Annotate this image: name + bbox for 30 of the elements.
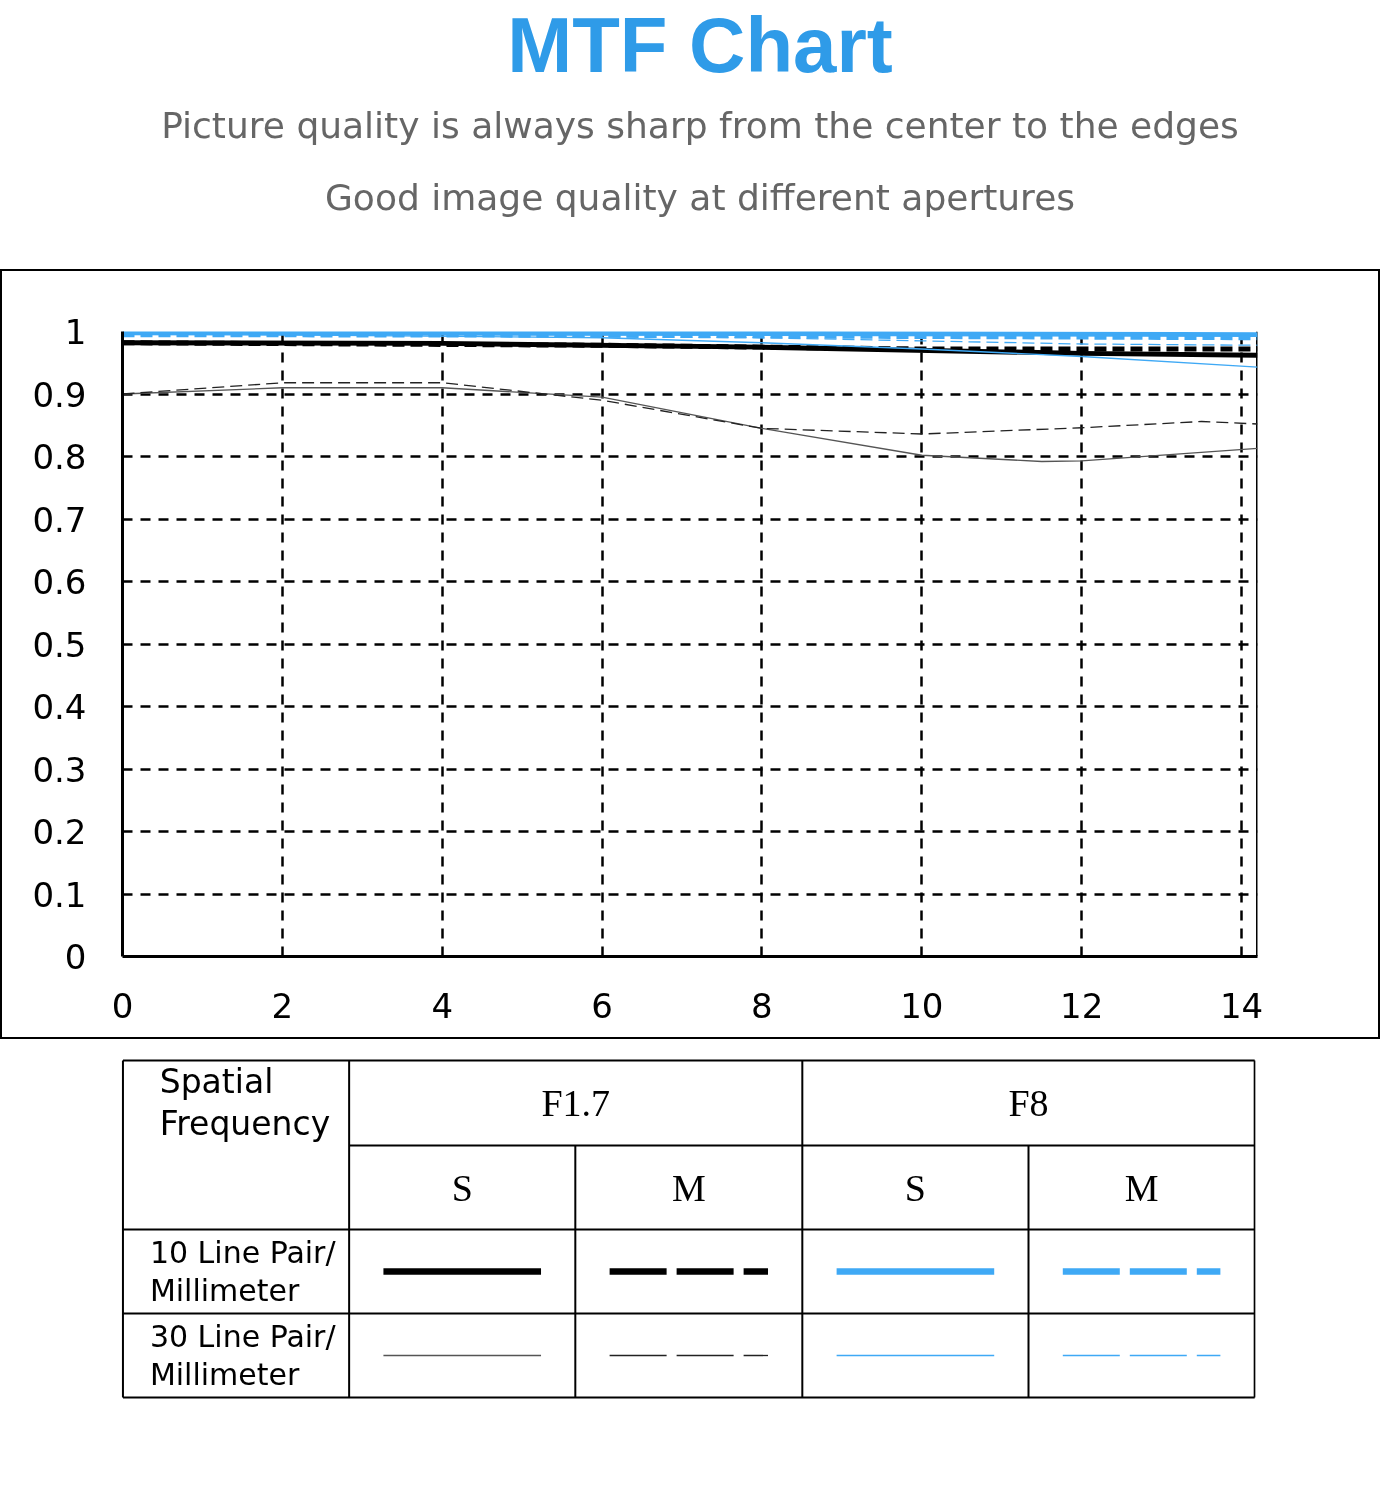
text: 10 Line Pair/ Millimeter (149, 1234, 337, 1309)
chart-subtitle: Picture quality is always sharp from the center to the edges Good image quality at different apertures (161, 104, 1239, 220)
y-tick-label: 0 (64, 937, 87, 977)
y-tick-label: 0.7 (32, 499, 87, 540)
x-tick-label: 2 (271, 985, 294, 1026)
text: F1.7 (541, 1081, 611, 1124)
text: M (671, 1166, 706, 1209)
text: 30 Line Pair/ Millimeter (149, 1318, 337, 1393)
x-tick-label: 4 (431, 985, 454, 1026)
text: S (451, 1166, 473, 1209)
y-tick-label: 1 (64, 312, 87, 352)
x-tick-label: 12 (1060, 985, 1104, 1026)
y-tick-label: 0.4 (32, 687, 87, 727)
x-tick-label: 8 (751, 985, 773, 1026)
text: S (904, 1166, 926, 1209)
y-tick-label: 0.8 (32, 437, 87, 477)
y-tick-label: 0.5 (32, 624, 87, 665)
chart-title: MTF Chart (507, 1, 893, 89)
y-tick-label: 0.3 (32, 749, 87, 790)
y-tick-label: 0.1 (32, 874, 87, 915)
text: Spatial Frequency (159, 1061, 331, 1144)
x-tick-label: 14 (1219, 985, 1264, 1026)
y-tick-label: 0.9 (32, 374, 87, 415)
x-tick-label: 6 (591, 985, 613, 1026)
text: F8 (1008, 1081, 1049, 1124)
x-tick-label: 10 (900, 985, 944, 1026)
y-tick-label: 0.6 (32, 562, 87, 602)
y-tick-label: 0.2 (32, 812, 87, 852)
text: M (1124, 1166, 1159, 1209)
x-tick-label: 0 (111, 985, 134, 1026)
